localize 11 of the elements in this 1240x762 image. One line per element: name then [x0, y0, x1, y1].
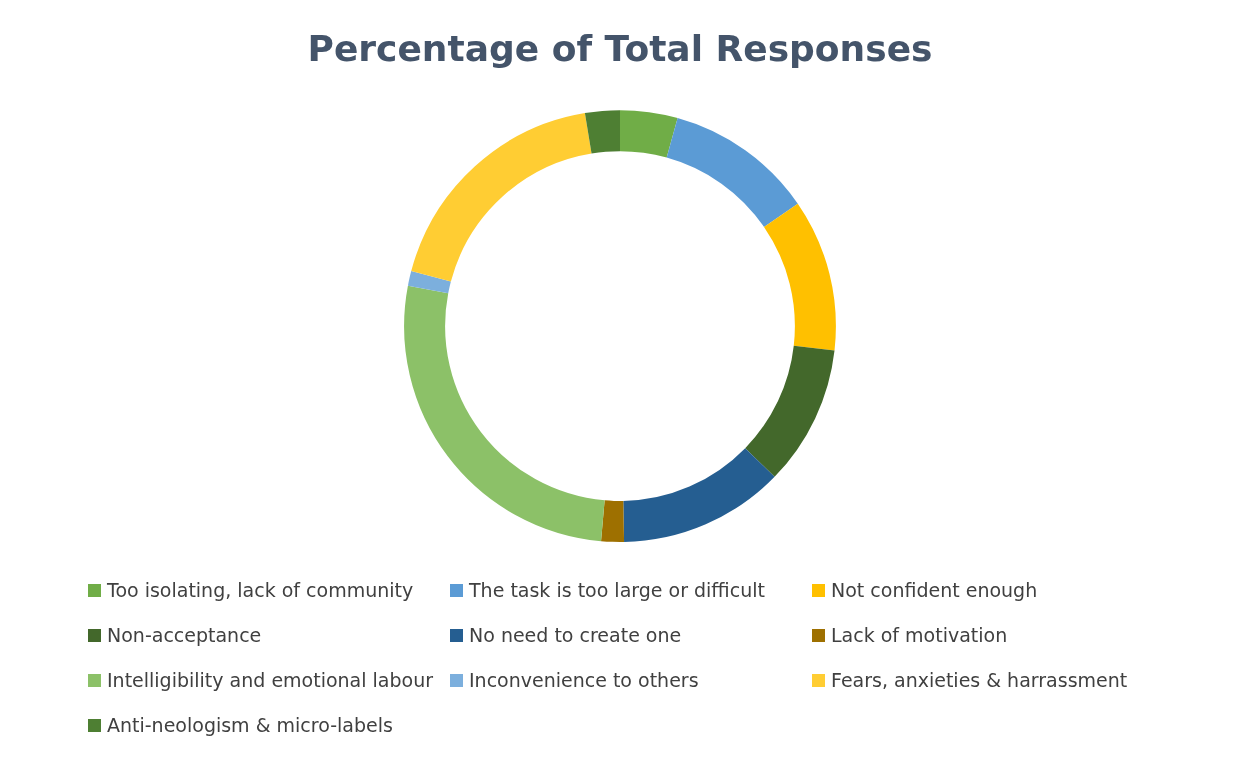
- legend-label: Fears, anxieties & harrassment: [831, 669, 1128, 691]
- legend-label: The task is too large or difficult: [469, 579, 765, 601]
- legend-label: Intelligibility and emotional labour: [107, 669, 434, 691]
- legend-label: Not confident enough: [831, 579, 1038, 601]
- legend-label: No need to create one: [469, 624, 682, 646]
- chart-title: Percentage of Total Responses: [307, 27, 933, 69]
- legend-label: Inconvenience to others: [469, 669, 699, 691]
- legend-label: Non-acceptance: [107, 624, 262, 646]
- legend-label: Lack of motivation: [831, 624, 1008, 646]
- legend-label: Too isolating, lack of community: [107, 579, 414, 601]
- legend-label: Anti-neologism & micro-labels: [107, 714, 393, 736]
